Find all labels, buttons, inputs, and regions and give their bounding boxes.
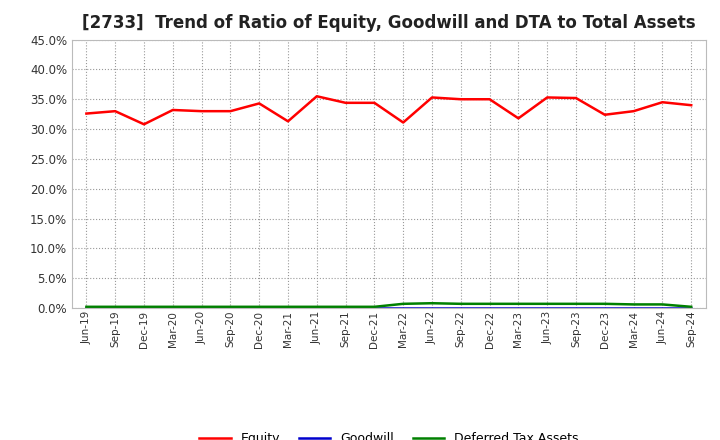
Goodwill (168, 305, 177, 311)
Equity (312, 94, 321, 99)
Deferred Tax Assets (82, 304, 91, 309)
Equity (428, 95, 436, 100)
Deferred Tax Assets (140, 304, 148, 309)
Goodwill (341, 305, 350, 311)
Deferred Tax Assets (370, 304, 379, 309)
Goodwill (197, 305, 206, 311)
Deferred Tax Assets (197, 304, 206, 309)
Goodwill (140, 305, 148, 311)
Goodwill (658, 305, 667, 311)
Deferred Tax Assets (428, 301, 436, 306)
Deferred Tax Assets (658, 302, 667, 307)
Equity (140, 121, 148, 127)
Equity (168, 107, 177, 113)
Deferred Tax Assets (456, 301, 465, 307)
Goodwill (456, 305, 465, 311)
Goodwill (572, 305, 580, 311)
Goodwill (111, 305, 120, 311)
Goodwill (543, 305, 552, 311)
Deferred Tax Assets (312, 304, 321, 309)
Deferred Tax Assets (514, 301, 523, 307)
Goodwill (514, 305, 523, 311)
Equity (687, 103, 696, 108)
Goodwill (226, 305, 235, 311)
Equity (456, 97, 465, 102)
Deferred Tax Assets (168, 304, 177, 309)
Deferred Tax Assets (399, 301, 408, 307)
Goodwill (399, 305, 408, 311)
Line: Equity: Equity (86, 96, 691, 124)
Equity (658, 99, 667, 105)
Deferred Tax Assets (485, 301, 494, 307)
Deferred Tax Assets (111, 304, 120, 309)
Deferred Tax Assets (629, 302, 638, 307)
Goodwill (370, 305, 379, 311)
Equity (197, 109, 206, 114)
Legend: Equity, Goodwill, Deferred Tax Assets: Equity, Goodwill, Deferred Tax Assets (194, 427, 583, 440)
Goodwill (600, 305, 609, 311)
Equity (370, 100, 379, 106)
Deferred Tax Assets (600, 301, 609, 307)
Equity (629, 109, 638, 114)
Deferred Tax Assets (572, 301, 580, 307)
Goodwill (629, 305, 638, 311)
Goodwill (312, 305, 321, 311)
Deferred Tax Assets (687, 304, 696, 309)
Goodwill (284, 305, 292, 311)
Equity (485, 97, 494, 102)
Equity (111, 109, 120, 114)
Deferred Tax Assets (284, 304, 292, 309)
Deferred Tax Assets (341, 304, 350, 309)
Equity (543, 95, 552, 100)
Equity (341, 100, 350, 106)
Equity (255, 101, 264, 106)
Equity (600, 112, 609, 117)
Goodwill (485, 305, 494, 311)
Equity (399, 120, 408, 125)
Equity (82, 111, 91, 116)
Goodwill (428, 305, 436, 311)
Deferred Tax Assets (255, 304, 264, 309)
Equity (572, 95, 580, 101)
Title: [2733]  Trend of Ratio of Equity, Goodwill and DTA to Total Assets: [2733] Trend of Ratio of Equity, Goodwil… (82, 15, 696, 33)
Equity (284, 119, 292, 124)
Equity (226, 109, 235, 114)
Goodwill (687, 305, 696, 311)
Line: Deferred Tax Assets: Deferred Tax Assets (86, 303, 691, 307)
Goodwill (255, 305, 264, 311)
Deferred Tax Assets (226, 304, 235, 309)
Equity (514, 116, 523, 121)
Goodwill (82, 305, 91, 311)
Deferred Tax Assets (543, 301, 552, 307)
